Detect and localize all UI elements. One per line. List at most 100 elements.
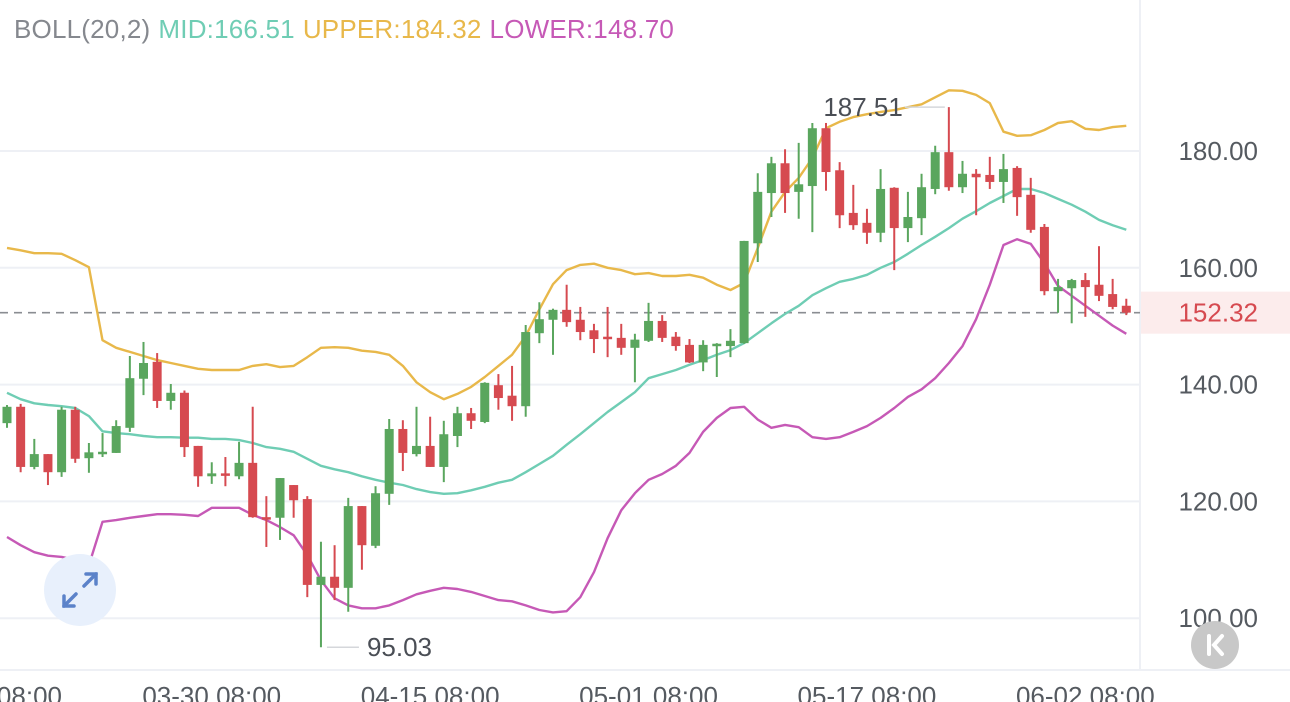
candle-body [998, 169, 1008, 182]
candle-down [944, 107, 954, 191]
candle-body [616, 337, 626, 348]
x-tick-label: 05-01 08:00 [579, 681, 718, 702]
current-price-label: 152.32 [1178, 298, 1258, 328]
candle-down [466, 407, 476, 429]
candle-down [616, 323, 626, 355]
candle-body [1108, 294, 1118, 307]
candle-up [521, 325, 531, 417]
y-tick-label: 160.00 [1178, 253, 1258, 283]
candle-up [753, 173, 763, 262]
candle-body [507, 395, 517, 407]
candle-body [958, 173, 967, 188]
candle-body [330, 576, 340, 588]
candle-body [930, 152, 940, 189]
scroll-to-latest-button[interactable] [1191, 621, 1239, 669]
candle-body [316, 576, 326, 585]
candle-down [43, 454, 53, 486]
candle-up [57, 406, 67, 477]
candle-body [944, 152, 954, 188]
legend-mid: MID:166.51 [158, 14, 295, 44]
candle-up [412, 406, 421, 457]
candle-down [248, 406, 258, 518]
candle-body [166, 392, 176, 401]
candle-body [220, 473, 230, 476]
candle-body [1039, 226, 1049, 292]
candle-body [1026, 194, 1036, 230]
candle-body [43, 454, 53, 473]
candle-down [1039, 224, 1049, 296]
candle-body [384, 428, 394, 494]
candle-down [1012, 166, 1022, 216]
candle-up [739, 240, 749, 344]
candle-body [152, 361, 162, 401]
candle-up [111, 420, 121, 453]
candle-down [261, 496, 271, 547]
candle-down [220, 457, 230, 487]
candle-body [1053, 287, 1063, 292]
candle-body [521, 332, 531, 407]
candle-down [835, 162, 845, 229]
candle-up [480, 382, 490, 424]
candle-body [98, 451, 108, 455]
candle-body [917, 187, 927, 219]
expand-chart-button[interactable] [44, 554, 116, 626]
candle-up [917, 173, 927, 236]
y-tick-label: 140.00 [1178, 370, 1258, 400]
candle-down [848, 184, 858, 230]
candle-down [685, 339, 694, 363]
candle-down [1121, 298, 1131, 316]
candle-body [835, 170, 845, 216]
x-tick-label: 04-15 08:00 [361, 681, 500, 702]
expand-arrows-icon [62, 572, 98, 608]
candle-up [125, 355, 135, 432]
candle-up [725, 329, 735, 358]
y-tick-label: 120.00 [1178, 486, 1258, 516]
candle-body [903, 216, 913, 229]
candle-up [234, 441, 244, 480]
candle-up [644, 302, 654, 342]
candle-up [371, 486, 381, 549]
candle-body [193, 445, 203, 477]
candle-down [862, 208, 872, 244]
candle-down [1026, 177, 1036, 233]
candle-body [671, 336, 681, 347]
candle-up [876, 169, 886, 243]
candle-body [889, 187, 899, 229]
candle-body [1080, 280, 1090, 288]
candle-body [698, 344, 708, 363]
candle-down [425, 416, 435, 467]
candle-body [862, 222, 872, 233]
candle-up [84, 443, 94, 473]
candle-body [548, 309, 558, 320]
candle-body [16, 406, 26, 467]
candle-body [179, 392, 189, 448]
candle-body [753, 191, 763, 244]
candle-body [848, 212, 858, 226]
candle-down [493, 374, 503, 410]
candle-body [575, 319, 585, 333]
candle-up [98, 433, 108, 458]
candle-body [876, 188, 886, 233]
candle-body [807, 128, 817, 187]
candle-body [712, 343, 722, 347]
candle-body [1067, 280, 1077, 289]
y-tick-label: 180.00 [1178, 136, 1258, 166]
candle-body [780, 163, 790, 194]
candle-down [398, 420, 408, 472]
x-tick-label: 08:00 [0, 681, 62, 702]
candle-body [111, 426, 121, 453]
candle-up [452, 406, 462, 448]
candle-up [275, 478, 285, 540]
candle-up [534, 302, 544, 344]
candle-body [766, 163, 776, 194]
candle-down [562, 284, 572, 327]
candle-body [603, 336, 613, 340]
candle-up [139, 341, 148, 396]
candle-up [698, 340, 708, 372]
legend-indicator-name: BOLL(20,2) [14, 14, 151, 44]
x-tick-label: 03-30 08:00 [142, 681, 281, 702]
candle-down [889, 187, 899, 271]
candle-body [248, 462, 258, 518]
legend-upper: UPPER:184.32 [302, 14, 482, 44]
